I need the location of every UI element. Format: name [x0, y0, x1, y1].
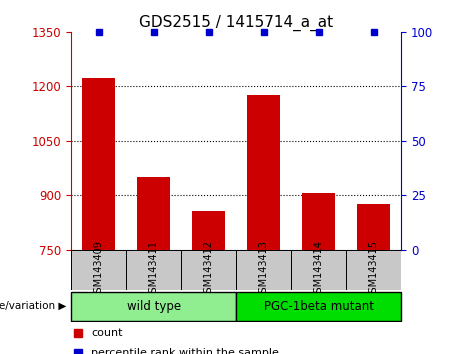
Text: percentile rank within the sample: percentile rank within the sample — [91, 348, 279, 354]
Text: wild type: wild type — [127, 300, 181, 313]
Bar — [137, 177, 171, 250]
Bar — [357, 204, 390, 250]
Bar — [71, 292, 236, 321]
Text: genotype/variation ▶: genotype/variation ▶ — [0, 301, 67, 311]
Text: GSM143413: GSM143413 — [259, 240, 269, 299]
Bar — [236, 292, 401, 321]
Bar — [236, 250, 291, 290]
Title: GDS2515 / 1415714_a_at: GDS2515 / 1415714_a_at — [139, 14, 333, 30]
Bar — [346, 250, 401, 290]
Bar — [181, 250, 236, 290]
Text: PGC-1beta mutant: PGC-1beta mutant — [264, 300, 374, 313]
Bar — [71, 250, 126, 290]
Text: GSM143414: GSM143414 — [313, 240, 324, 299]
Text: GSM143415: GSM143415 — [369, 240, 378, 299]
Bar — [247, 95, 280, 250]
Text: count: count — [91, 328, 123, 338]
Bar — [302, 193, 335, 250]
Bar — [83, 78, 115, 250]
Bar — [291, 250, 346, 290]
Text: GSM143411: GSM143411 — [149, 240, 159, 299]
Bar — [192, 211, 225, 250]
Text: GSM143409: GSM143409 — [94, 240, 104, 299]
Text: GSM143412: GSM143412 — [204, 240, 214, 299]
Bar — [126, 250, 181, 290]
